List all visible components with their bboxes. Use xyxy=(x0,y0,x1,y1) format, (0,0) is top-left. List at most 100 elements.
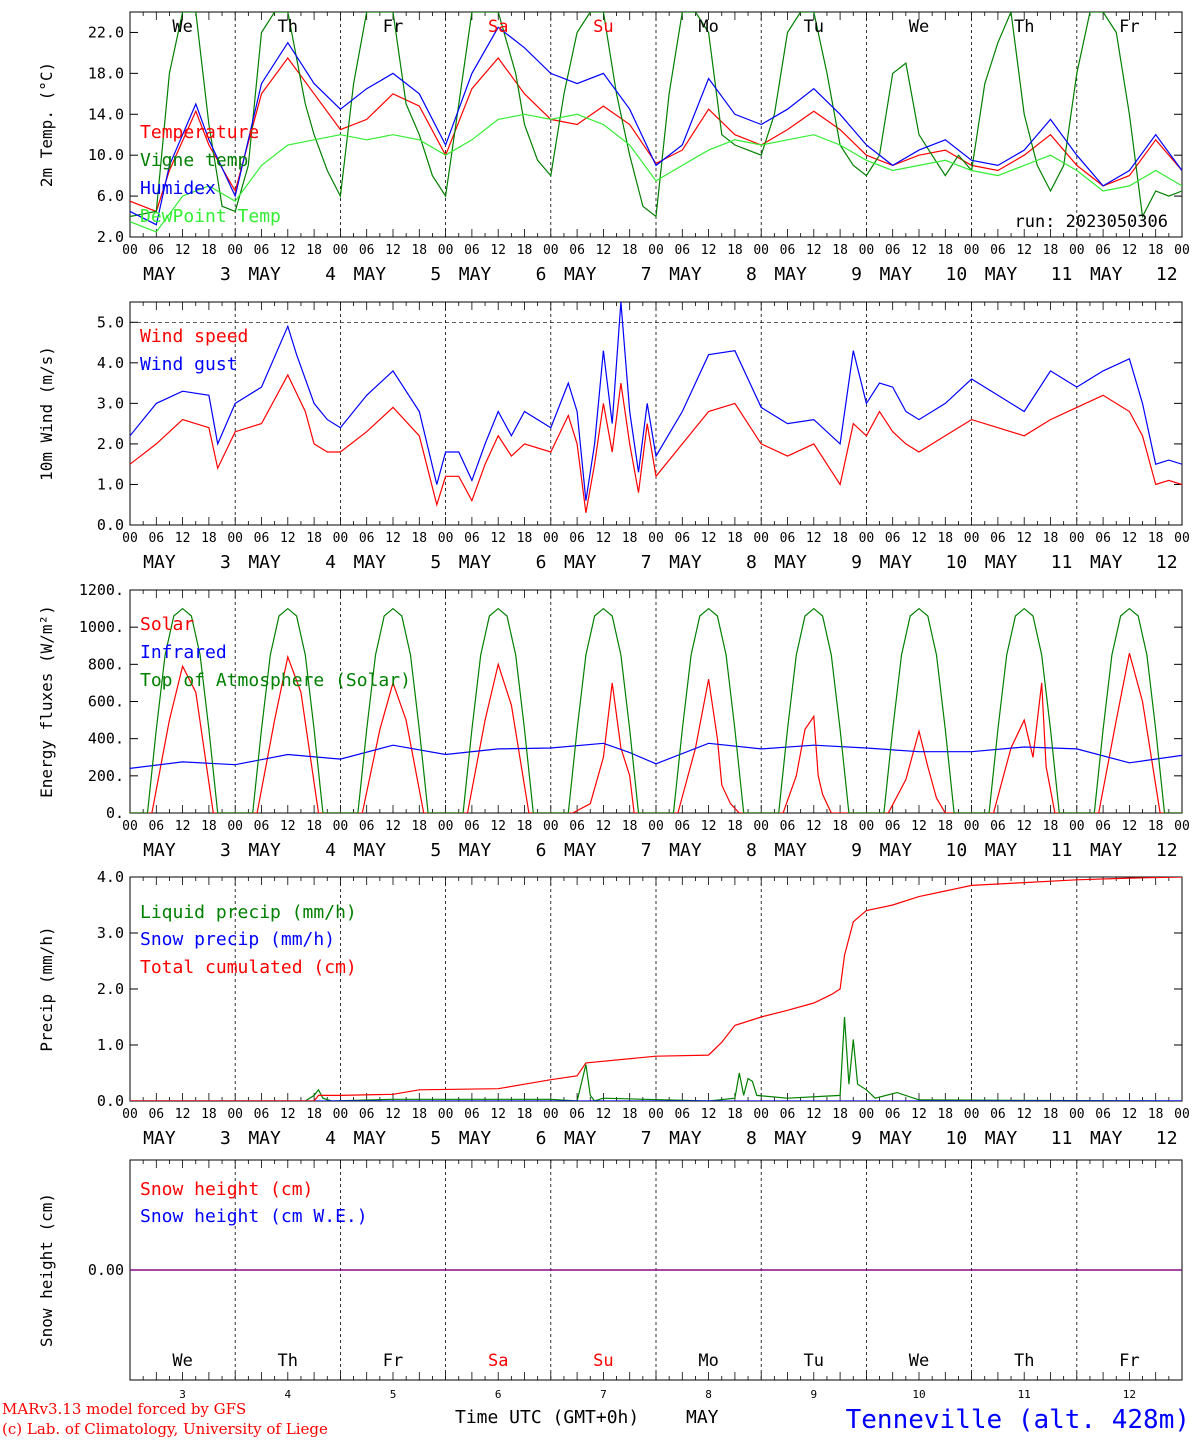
hour-tick-label: 18 xyxy=(306,819,322,834)
series-line-humidex xyxy=(130,26,1182,226)
hour-tick-label: 00 xyxy=(543,819,559,834)
y-tick-label: 2.0 xyxy=(97,980,124,998)
station-title: Tenneville (alt. 428m) xyxy=(846,1405,1190,1435)
hour-tick-label: 12 xyxy=(385,531,401,546)
hour-tick-label: 06 xyxy=(359,819,375,834)
hour-tick-label: 00 xyxy=(753,819,769,834)
hour-tick-label: 00 xyxy=(438,1107,454,1122)
hour-tick-label: 12 xyxy=(280,243,296,258)
hour-tick-label: 00 xyxy=(122,243,138,258)
weekday-label: Fr xyxy=(1119,17,1139,37)
day-number-label: 12 xyxy=(1123,1388,1136,1401)
hour-tick-label: 00 xyxy=(543,1107,559,1122)
date-label-day: 9 xyxy=(851,840,862,861)
hour-tick-label: 06 xyxy=(254,531,270,546)
hour-tick-label: 00 xyxy=(859,243,875,258)
date-label-month: MAY xyxy=(774,1128,807,1149)
date-label-month: MAY xyxy=(143,840,176,861)
hour-tick-label: 00 xyxy=(333,243,349,258)
hour-tick-label: 00 xyxy=(648,243,664,258)
date-label-month: MAY xyxy=(564,840,597,861)
hour-tick-label: 06 xyxy=(885,1107,901,1122)
hour-tick-label: 06 xyxy=(990,531,1006,546)
y-axis-label: Precip (mm/h) xyxy=(37,926,56,1051)
hour-tick-label: 12 xyxy=(1122,1107,1138,1122)
day-number-label: 8 xyxy=(705,1388,712,1401)
hour-tick-label: 06 xyxy=(780,531,796,546)
hour-tick-label: 18 xyxy=(832,1107,848,1122)
hour-tick-label: 06 xyxy=(990,1107,1006,1122)
date-label-month: MAY xyxy=(354,840,387,861)
weekday-label: Th xyxy=(278,17,298,37)
hour-tick-label: 18 xyxy=(1043,243,1059,258)
date-label-day: 7 xyxy=(641,264,652,285)
date-label-day: 4 xyxy=(325,552,336,573)
date-label-month: MAY xyxy=(143,1128,176,1149)
y-tick-label: 0.0 xyxy=(97,516,124,534)
legend-entry: Total cumulated (cm) xyxy=(140,957,357,978)
hour-tick-label: 18 xyxy=(201,819,217,834)
hour-tick-label: 00 xyxy=(859,531,875,546)
hour-tick-label: 00 xyxy=(333,531,349,546)
date-label-day: 8 xyxy=(746,552,757,573)
date-label-month: MAY xyxy=(459,552,492,573)
hour-tick-label: 00 xyxy=(1174,819,1190,834)
series-line-temperature xyxy=(130,56,1182,213)
date-label-month: MAY xyxy=(880,552,913,573)
y-tick-label: 6.0 xyxy=(97,187,124,205)
hour-tick-label: 00 xyxy=(753,531,769,546)
y-tick-label: 200. xyxy=(88,767,124,785)
y-tick-label: 1200. xyxy=(79,581,124,599)
hour-tick-label: 06 xyxy=(148,1107,164,1122)
y-tick-label: 0.0 xyxy=(97,1092,124,1110)
hour-tick-label: 00 xyxy=(753,243,769,258)
date-label-day: 3 xyxy=(220,840,231,861)
weekday-label: Sa xyxy=(488,1351,508,1371)
day-number-label: 6 xyxy=(495,1388,502,1401)
hour-tick-label: 12 xyxy=(596,819,612,834)
hour-tick-label: 00 xyxy=(227,819,243,834)
hour-tick-label: 18 xyxy=(201,531,217,546)
hour-tick-label: 18 xyxy=(1043,531,1059,546)
series-line-liquid-precip-mm-h- xyxy=(130,1016,1182,1101)
weekday-label: Th xyxy=(278,1351,298,1371)
hour-tick-label: 00 xyxy=(1069,531,1085,546)
hour-tick-label: 12 xyxy=(1122,819,1138,834)
y-axis-label: 10m Wind (m/s) xyxy=(37,346,56,481)
date-label-day: 6 xyxy=(536,264,547,285)
series-line-solar xyxy=(130,653,1182,813)
hour-tick-label: 18 xyxy=(622,531,638,546)
date-label-day: 7 xyxy=(641,840,652,861)
hour-tick-label: 06 xyxy=(780,819,796,834)
hour-tick-label: 06 xyxy=(464,1107,480,1122)
hour-tick-label: 00 xyxy=(648,531,664,546)
date-label-day: 11 xyxy=(1051,552,1073,573)
date-label-month: MAY xyxy=(459,840,492,861)
hour-tick-label: 12 xyxy=(911,243,927,258)
date-label-month: MAY xyxy=(248,552,281,573)
hour-tick-label: 12 xyxy=(490,819,506,834)
hour-tick-label: 06 xyxy=(464,819,480,834)
hour-tick-label: 18 xyxy=(1148,243,1164,258)
date-label-day: 12 xyxy=(1156,264,1178,285)
date-label-day: 12 xyxy=(1156,1128,1178,1149)
hour-tick-label: 00 xyxy=(1069,1107,1085,1122)
hour-tick-label: 18 xyxy=(201,243,217,258)
hour-tick-label: 18 xyxy=(727,1107,743,1122)
hour-tick-label: 06 xyxy=(1095,243,1111,258)
hour-tick-label: 00 xyxy=(964,531,980,546)
date-label-month: MAY xyxy=(564,552,597,573)
credit-line-1: MARv3.13 model forced by GFS xyxy=(2,1400,246,1418)
hour-tick-label: 06 xyxy=(885,531,901,546)
weekday-label: Th xyxy=(1014,1351,1034,1371)
date-label-day: 5 xyxy=(430,552,441,573)
hour-tick-label: 06 xyxy=(569,531,585,546)
run-annotation: run: 2023050306 xyxy=(1014,212,1168,232)
y-tick-label: 14.0 xyxy=(88,105,124,123)
hour-tick-label: 12 xyxy=(806,243,822,258)
hour-tick-label: 12 xyxy=(596,243,612,258)
series-line-dewpoint-temp xyxy=(130,113,1182,233)
legend-entry: Snow precip (mm/h) xyxy=(140,929,335,950)
day-number-label: 3 xyxy=(179,1388,186,1401)
hour-tick-label: 00 xyxy=(333,1107,349,1122)
